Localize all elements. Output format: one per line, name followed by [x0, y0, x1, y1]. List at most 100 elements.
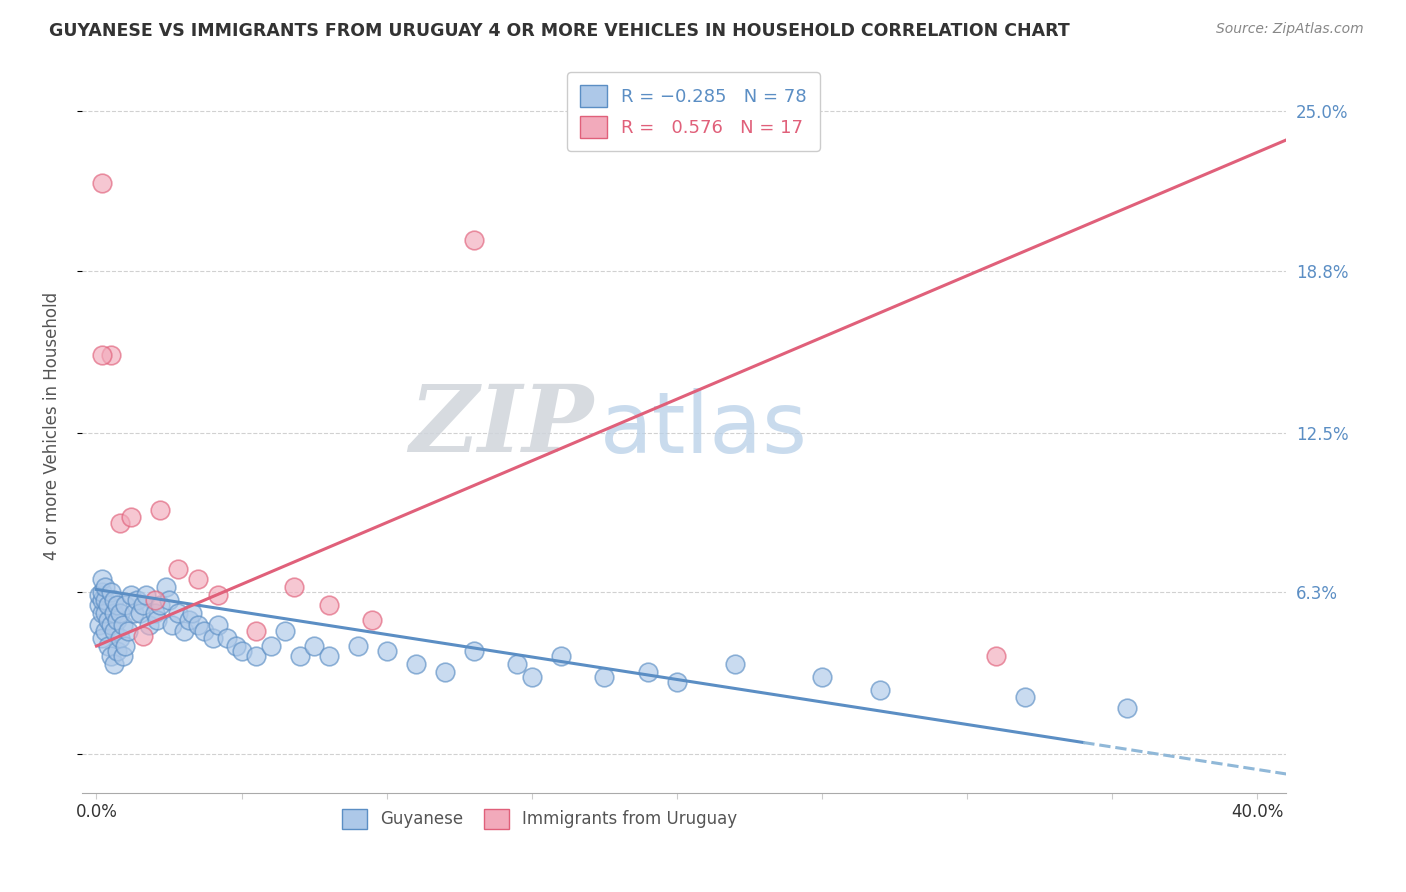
- Point: [117, 624, 139, 638]
- Point: [346, 639, 368, 653]
- Point: [97, 613, 120, 627]
- Point: [114, 639, 136, 653]
- Point: [91, 632, 114, 646]
- Point: [146, 613, 169, 627]
- Point: [94, 592, 117, 607]
- Point: [122, 606, 145, 620]
- Point: [149, 502, 172, 516]
- Point: [91, 585, 114, 599]
- Point: [108, 632, 131, 646]
- Point: [97, 598, 120, 612]
- Point: [100, 585, 122, 599]
- Point: [811, 670, 834, 684]
- Point: [89, 588, 111, 602]
- Point: [166, 606, 188, 620]
- Point: [318, 598, 340, 612]
- Point: [520, 670, 543, 684]
- Point: [463, 644, 485, 658]
- Point: [179, 613, 201, 627]
- Point: [173, 624, 195, 638]
- Point: [283, 580, 305, 594]
- Legend: Guyanese, Immigrants from Uruguay: Guyanese, Immigrants from Uruguay: [336, 802, 744, 836]
- Point: [103, 624, 125, 638]
- Y-axis label: 4 or more Vehicles in Household: 4 or more Vehicles in Household: [44, 292, 60, 560]
- Point: [463, 233, 485, 247]
- Point: [637, 665, 659, 679]
- Point: [143, 606, 166, 620]
- Point: [132, 629, 155, 643]
- Point: [111, 649, 134, 664]
- Point: [181, 606, 204, 620]
- Point: [274, 624, 297, 638]
- Point: [166, 562, 188, 576]
- Point: [94, 606, 117, 620]
- Point: [94, 580, 117, 594]
- Point: [375, 644, 398, 658]
- Point: [1115, 700, 1137, 714]
- Point: [149, 598, 172, 612]
- Point: [665, 675, 688, 690]
- Point: [225, 639, 247, 653]
- Point: [506, 657, 529, 671]
- Text: atlas: atlas: [600, 388, 808, 471]
- Point: [217, 632, 239, 646]
- Point: [245, 649, 267, 664]
- Point: [155, 580, 177, 594]
- Point: [207, 618, 229, 632]
- Point: [160, 618, 183, 632]
- Point: [89, 598, 111, 612]
- Point: [550, 649, 572, 664]
- Point: [405, 657, 427, 671]
- Point: [135, 588, 157, 602]
- Point: [259, 639, 281, 653]
- Point: [207, 588, 229, 602]
- Point: [187, 618, 209, 632]
- Point: [193, 624, 215, 638]
- Point: [120, 510, 142, 524]
- Point: [91, 176, 114, 190]
- Point: [143, 592, 166, 607]
- Point: [288, 649, 311, 664]
- Text: GUYANESE VS IMMIGRANTS FROM URUGUAY 4 OR MORE VEHICLES IN HOUSEHOLD CORRELATION : GUYANESE VS IMMIGRANTS FROM URUGUAY 4 OR…: [49, 22, 1070, 40]
- Point: [986, 649, 1008, 664]
- Point: [100, 649, 122, 664]
- Point: [869, 682, 891, 697]
- Point: [91, 348, 114, 362]
- Point: [201, 632, 224, 646]
- Point: [114, 598, 136, 612]
- Point: [1014, 690, 1036, 705]
- Point: [157, 592, 180, 607]
- Point: [91, 572, 114, 586]
- Point: [132, 598, 155, 612]
- Point: [111, 618, 134, 632]
- Point: [103, 592, 125, 607]
- Point: [108, 606, 131, 620]
- Point: [105, 613, 128, 627]
- Point: [187, 572, 209, 586]
- Point: [108, 516, 131, 530]
- Point: [724, 657, 747, 671]
- Point: [231, 644, 253, 658]
- Point: [100, 618, 122, 632]
- Point: [127, 592, 149, 607]
- Point: [89, 618, 111, 632]
- Point: [138, 618, 160, 632]
- Point: [105, 644, 128, 658]
- Point: [105, 598, 128, 612]
- Point: [593, 670, 616, 684]
- Point: [433, 665, 456, 679]
- Point: [103, 606, 125, 620]
- Point: [245, 624, 267, 638]
- Text: Source: ZipAtlas.com: Source: ZipAtlas.com: [1216, 22, 1364, 37]
- Point: [91, 606, 114, 620]
- Point: [361, 613, 384, 627]
- Point: [302, 639, 325, 653]
- Text: ZIP: ZIP: [409, 381, 593, 471]
- Point: [129, 606, 152, 620]
- Point: [120, 588, 142, 602]
- Point: [100, 348, 122, 362]
- Point: [97, 639, 120, 653]
- Point: [103, 657, 125, 671]
- Point: [318, 649, 340, 664]
- Point: [94, 624, 117, 638]
